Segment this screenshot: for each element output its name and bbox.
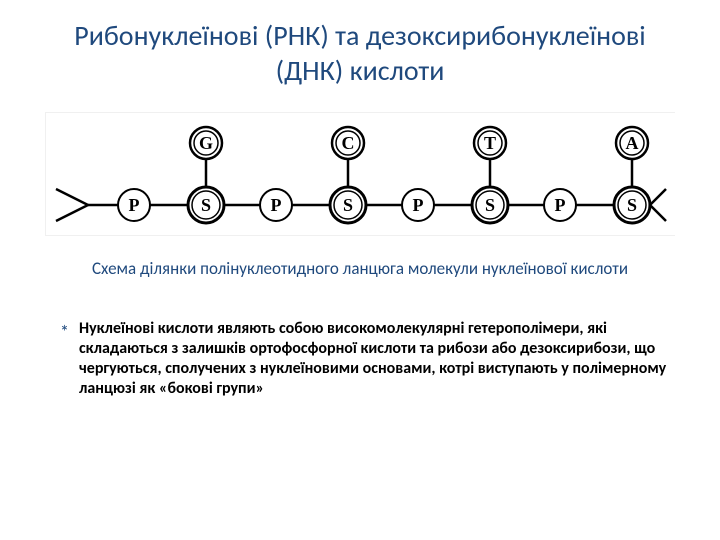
svg-text:P: P: [413, 195, 424, 215]
polynucleotide-diagram: P S G P S C P S T P S A: [45, 112, 675, 236]
svg-text:G: G: [199, 133, 213, 153]
diagram-caption: Схема ділянки полінуклеотидного ланцюга …: [40, 258, 680, 279]
svg-text:P: P: [271, 195, 282, 215]
bullet-block: * Нуклеїнові кислоти являють собою висок…: [60, 319, 670, 399]
svg-text:C: C: [342, 133, 355, 153]
bullet-marker-icon: *: [60, 321, 69, 343]
caption-text: Схема ділянки полінуклеотидного ланцюга …: [92, 258, 628, 279]
svg-text:T: T: [484, 133, 496, 153]
title-text: Рибонуклеїнові (РНК) та дезоксирибонукле…: [74, 18, 645, 88]
svg-text:S: S: [343, 195, 353, 215]
diagram-svg: P S G P S C P S T P S A: [46, 113, 676, 235]
bullet-text: Нуклеїнові кислоти являють собою високом…: [79, 319, 670, 399]
page-title: Рибонуклеїнові (РНК) та дезоксирибонукле…: [0, 0, 720, 98]
bullet-item: * Нуклеїнові кислоти являють собою висок…: [60, 319, 670, 399]
svg-text:S: S: [485, 195, 495, 215]
svg-text:S: S: [201, 195, 211, 215]
svg-text:P: P: [129, 195, 140, 215]
svg-text:P: P: [555, 195, 566, 215]
svg-text:A: A: [626, 133, 639, 153]
svg-text:S: S: [627, 195, 637, 215]
